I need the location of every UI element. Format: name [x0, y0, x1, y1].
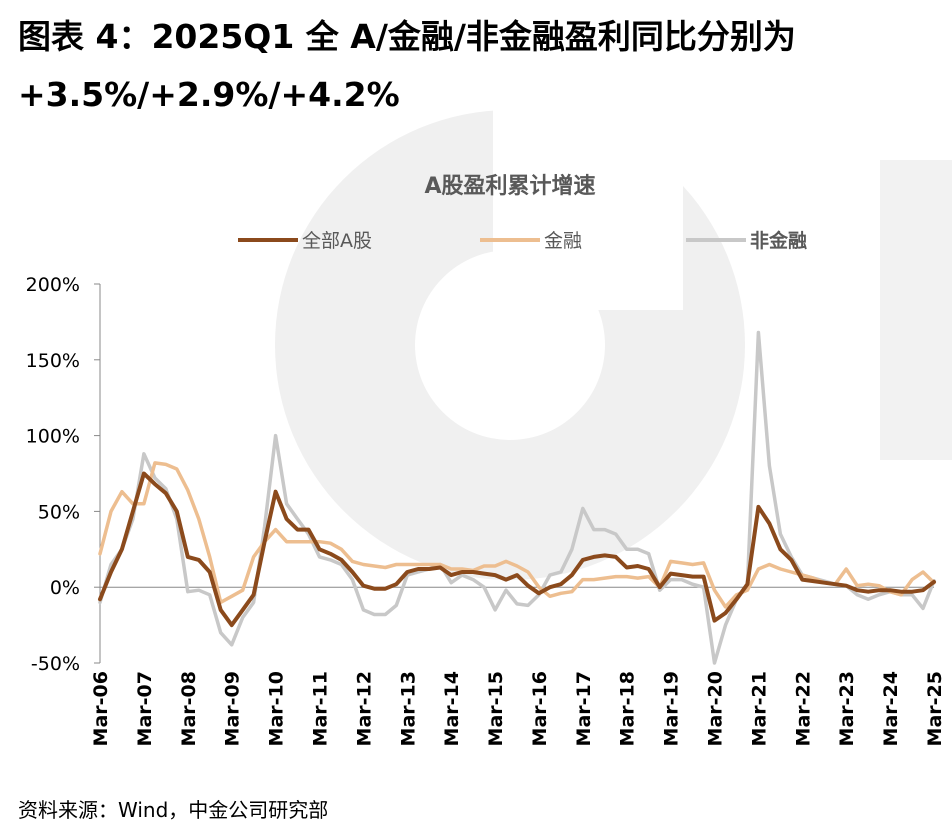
x-tick-label: Mar-20: [705, 671, 727, 746]
legend-label: 金融: [544, 230, 582, 252]
x-tick-label: Mar-14: [441, 671, 463, 746]
figure-heading: 图表 4：2025Q1 全 A/金融/非金融盈利同比分别为 +3.5%/+2.9…: [18, 8, 938, 124]
source-note: 资料来源：Wind，中金公司研究部: [18, 798, 329, 822]
x-tick-label: Mar-10: [266, 671, 288, 746]
x-tick-label: Mar-07: [134, 671, 156, 746]
chart-axes: -50% 0% 50% 100% 150% 200% Mar-06 Mar-07 Mar-08 M…: [26, 274, 946, 746]
x-tick-label: Mar-13: [397, 671, 419, 746]
x-tick-label: Mar-25: [924, 671, 946, 746]
legend-label: 非金融: [750, 229, 807, 252]
watermark-logo: [275, 100, 952, 580]
y-tick-label: -50%: [31, 653, 80, 675]
x-tick-label: Mar-09: [222, 671, 244, 746]
y-tick-label: 200%: [26, 274, 80, 296]
x-tick-label: Mar-23: [836, 671, 858, 746]
x-tick-label: Mar-21: [748, 671, 770, 746]
y-tick-label: 0%: [50, 577, 80, 599]
chart-legend: 全部A股 金融 非金融: [238, 229, 807, 252]
x-tick-label: Mar-18: [617, 671, 639, 746]
figure-heading-line2: +3.5%/+2.9%/+4.2%: [18, 75, 400, 114]
x-tick-label: Mar-19: [661, 671, 683, 746]
chart: A股盈利累计增速 全部A股 金融 非金融 -50% 0% 50% 100% 150% 200%…: [25, 100, 952, 747]
chart-series-group: [98, 330, 936, 665]
x-tick-label: Mar-12: [353, 671, 375, 746]
series-line-financials: [98, 461, 936, 609]
x-tick-label: Mar-24: [880, 671, 902, 746]
figure-heading-line1: 图表 4：2025Q1 全 A/金融/非金融盈利同比分别为: [18, 17, 796, 56]
x-tick-label: Mar-06: [90, 671, 112, 746]
x-tick-label: Mar-16: [529, 671, 551, 746]
x-tick-label: Mar-15: [485, 671, 507, 746]
y-tick-label: 150%: [26, 350, 80, 372]
x-tick-label: Mar-17: [573, 671, 595, 746]
x-tick-label: Mar-11: [309, 671, 331, 746]
chart-title: A股盈利累计增速: [424, 173, 595, 199]
series-line-all-a-shares: [98, 471, 936, 628]
y-tick-label: 50%: [38, 501, 80, 523]
y-tick-label: 100%: [26, 426, 80, 448]
legend-label: 全部A股: [302, 230, 372, 252]
x-tick-label: Mar-08: [178, 671, 200, 746]
x-tick-label: Mar-22: [792, 671, 814, 746]
